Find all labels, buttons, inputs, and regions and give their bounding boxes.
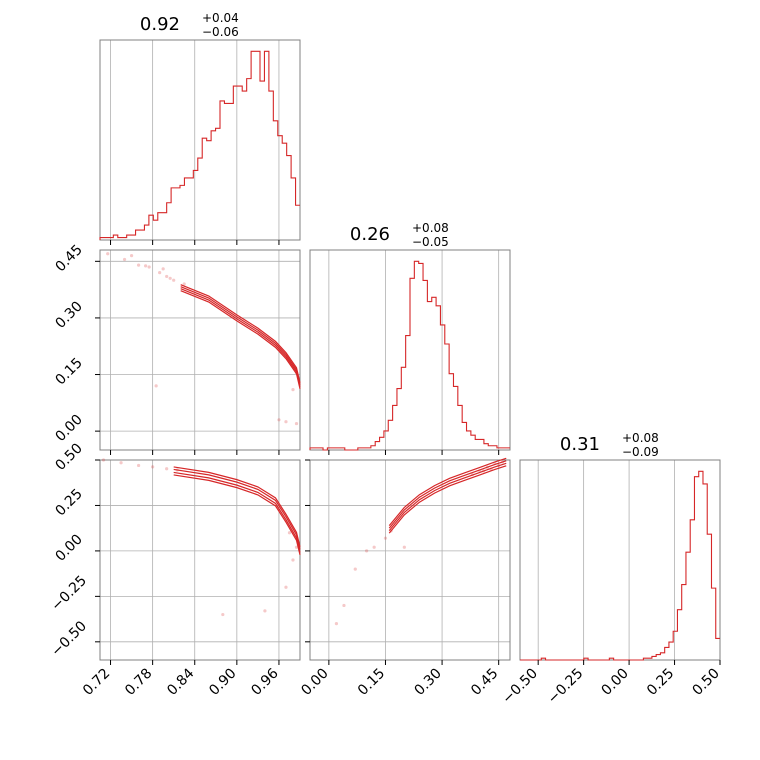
title-sub: −0.06 <box>202 25 239 39</box>
y-tick-label: 0.00 <box>52 531 85 564</box>
panel-frame <box>309 249 511 451</box>
scatter-point <box>294 421 299 426</box>
scatter-point <box>182 282 186 286</box>
contour-line <box>180 290 301 389</box>
x-tick-label: 0.90 <box>206 666 239 699</box>
contour-line <box>180 288 301 387</box>
scatter-point <box>151 465 155 469</box>
panel-2-1: 0.00 0.15 0.30 0.45 <box>298 457 511 699</box>
x-tick-label: 0.78 <box>122 666 155 699</box>
scatter-point <box>165 467 169 471</box>
scatter-point <box>294 545 299 549</box>
title-param1: 0.92 +0.04 −0.06 <box>140 11 239 39</box>
scatter-point <box>277 418 281 422</box>
contour-line <box>173 466 301 548</box>
contour-line <box>173 474 301 556</box>
contour-line <box>388 462 507 531</box>
scatter-point <box>136 463 141 468</box>
scatter-point <box>158 271 162 275</box>
x-tick-label: 0.00 <box>599 666 632 699</box>
panel-frame <box>99 39 301 241</box>
scatter-point <box>372 545 376 549</box>
contour-line <box>180 284 301 383</box>
title-sup: +0.08 <box>412 221 449 235</box>
panel-2-2: −0.50 −0.25 0.00 0.25 0.50 <box>499 459 723 708</box>
scatter-point <box>119 461 123 465</box>
contour-line <box>388 460 507 529</box>
panel-frame <box>99 249 301 451</box>
x-tick-label: −0.50 <box>499 666 541 708</box>
scatter-point <box>353 567 357 571</box>
scatter-point <box>129 254 134 258</box>
title-param2: 0.26 +0.08 −0.05 <box>350 221 449 249</box>
panel-1-1 <box>309 249 511 455</box>
scatter-point <box>402 545 406 549</box>
scatter-point <box>147 265 151 269</box>
scatter-point <box>161 267 165 271</box>
x-tick-label: 0.84 <box>164 665 197 698</box>
title-sub: −0.09 <box>622 445 659 459</box>
histogram-step <box>99 50 300 240</box>
contour-line <box>173 468 301 550</box>
title-param3: 0.31 +0.08 −0.09 <box>560 431 659 459</box>
x-tick-label: 0.45 <box>468 666 501 699</box>
y-tick-label: −0.25 <box>48 573 90 615</box>
contour-line <box>180 286 301 385</box>
title-sup: +0.04 <box>202 11 239 25</box>
scatter-point <box>291 558 295 562</box>
scatter-point <box>284 585 288 589</box>
panel-1-0: 0.00 0.15 0.30 0.45 <box>52 242 301 455</box>
scatter-point <box>168 276 172 280</box>
scatter-point <box>165 274 169 279</box>
contour-line <box>388 457 507 526</box>
scatter-point <box>263 609 267 613</box>
scatter-point <box>383 536 388 540</box>
scatter-point <box>291 388 295 392</box>
x-tick-label: 0.15 <box>355 666 388 699</box>
scatter-point <box>221 612 225 617</box>
scatter-point <box>144 264 148 268</box>
y-tick-label: 0.30 <box>52 298 85 331</box>
x-tick-label: −0.25 <box>545 666 587 708</box>
contour-line <box>388 465 507 534</box>
scatter-point <box>342 603 346 608</box>
panel-2-0: 0.72 0.78 0.84 0.90 0.96 −0.50−0.25 0.00 0.25 0.… <box>48 440 301 699</box>
x-tick-label: 0.30 <box>412 666 445 699</box>
title-main: 0.26 <box>350 224 390 245</box>
panel-frame <box>99 459 301 661</box>
y-tick-label: −0.50 <box>48 618 90 660</box>
y-tick-label: 0.25 <box>52 486 85 519</box>
histogram-step <box>520 470 720 661</box>
y-tick-label: 0.50 <box>52 440 85 473</box>
title-main: 0.92 <box>140 14 180 35</box>
x-tick-label: 0.72 <box>80 666 113 699</box>
x-tick-label: 0.50 <box>689 666 722 699</box>
x-tick-label: 0.96 <box>248 665 281 698</box>
scatter-point <box>284 420 288 424</box>
title-sub: −0.05 <box>412 235 449 249</box>
panel-frame <box>309 459 511 661</box>
panel-0-0 <box>99 39 301 245</box>
scatter-point <box>334 622 339 626</box>
x-tick-label: 0.25 <box>644 666 677 699</box>
scatter-point <box>101 458 106 462</box>
scatter-point <box>172 278 176 282</box>
scatter-point <box>154 384 158 388</box>
scatter-point <box>122 257 127 262</box>
panel-frame <box>519 459 721 661</box>
y-tick-label: 0.00 <box>52 412 85 445</box>
scatter-point <box>365 549 369 553</box>
scatter-point <box>106 252 110 256</box>
title-main: 0.31 <box>560 434 600 455</box>
scatter-point <box>136 263 141 267</box>
title-sup: +0.08 <box>622 431 659 445</box>
x-tick-label: 0.00 <box>298 666 331 699</box>
histogram-step <box>309 260 510 451</box>
contour-line <box>173 471 301 553</box>
y-tick-label: 0.45 <box>52 242 85 275</box>
scatter-point <box>287 531 292 535</box>
y-tick-label: 0.15 <box>52 355 85 388</box>
